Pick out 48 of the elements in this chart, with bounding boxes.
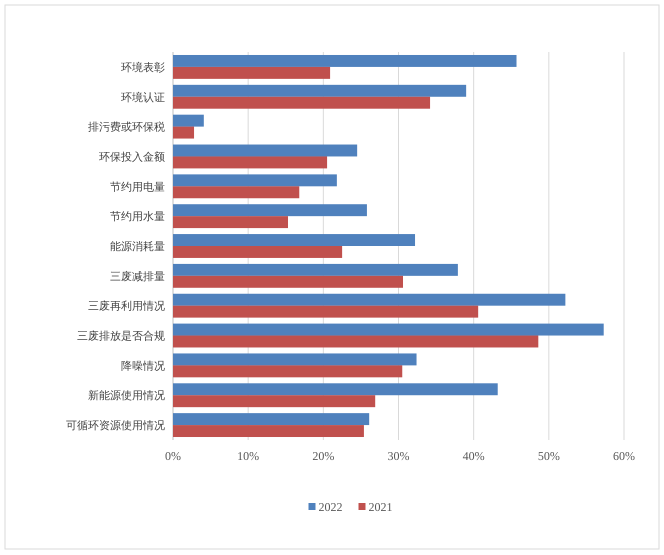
legend-label: 2022 xyxy=(318,500,342,514)
y-tick-label: 三废排放是否合规 xyxy=(77,330,165,343)
x-tick-label: 20% xyxy=(312,449,334,463)
bar xyxy=(173,246,342,258)
bar xyxy=(173,66,330,79)
x-tick-label: 50% xyxy=(538,449,560,463)
x-tick-label: 0% xyxy=(165,449,181,463)
x-tick-label: 60% xyxy=(613,449,635,463)
y-tick-label: 环境认证 xyxy=(121,90,165,104)
bar xyxy=(173,96,430,109)
bar xyxy=(173,204,367,216)
y-tick-label: 新能源使用情况 xyxy=(88,389,165,402)
x-tick-label: 30% xyxy=(388,449,410,463)
bar xyxy=(173,365,402,378)
y-tick-label: 排污费或环保税 xyxy=(88,120,165,134)
legend-label: 2021 xyxy=(368,500,392,514)
y-tick-label: 环境表彰 xyxy=(121,60,165,74)
bar xyxy=(173,84,466,97)
y-tick-label: 三废再利用情况 xyxy=(88,300,165,313)
bar xyxy=(173,336,538,348)
bar xyxy=(173,186,300,198)
bar xyxy=(173,353,417,366)
bar xyxy=(173,264,458,276)
bar xyxy=(173,425,364,438)
x-tick-label: 40% xyxy=(462,449,485,463)
y-tick-label: 节约用电量 xyxy=(110,180,165,194)
bar xyxy=(173,324,604,336)
x-tick-label: 10% xyxy=(237,449,260,463)
y-tick-label: 三废减排量 xyxy=(110,270,165,283)
y-tick-label: 环保投入金额 xyxy=(99,150,165,164)
bar xyxy=(173,114,204,127)
bar xyxy=(173,174,337,186)
bar xyxy=(173,276,404,288)
bar xyxy=(173,306,478,318)
bar xyxy=(173,126,194,139)
bar xyxy=(173,216,288,228)
bar xyxy=(173,234,416,246)
bar xyxy=(173,54,517,67)
bar xyxy=(173,395,376,408)
bar xyxy=(173,294,566,306)
bar xyxy=(173,413,370,426)
y-tick-label: 降噪情况 xyxy=(121,359,165,372)
y-tick-label: 能源消耗量 xyxy=(110,240,165,253)
y-tick-label: 可循环资源使用情况 xyxy=(66,419,165,432)
bar xyxy=(173,144,358,156)
y-tick-label: 节约用水量 xyxy=(110,210,165,224)
bar xyxy=(173,156,328,168)
bar xyxy=(173,383,498,396)
